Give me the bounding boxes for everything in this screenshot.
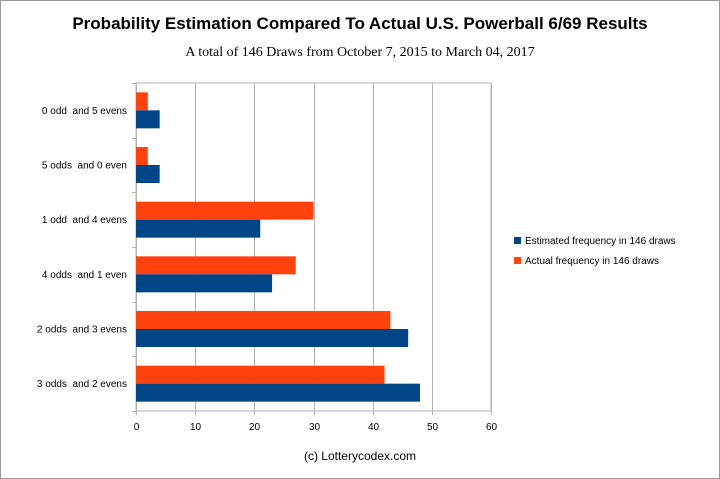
- bar-estimated: [136, 165, 160, 183]
- chart-title: Probability Estimation Compared To Actua…: [72, 14, 648, 33]
- legend-swatch: [514, 257, 521, 264]
- axes: 0 10 20 30 40 50 60 0 odd and 5 evens 5 odds and…: [37, 83, 498, 433]
- legend-swatch: [514, 237, 521, 244]
- y-category-label: 1 odd and 4 evens: [42, 215, 127, 226]
- credit-text: (c) Lotterycodex.com: [303, 449, 417, 463]
- x-tick-label: 40: [368, 422, 380, 433]
- x-tick-label: 50: [427, 422, 439, 433]
- bar-estimated: [136, 329, 409, 347]
- bar-actual: [136, 311, 391, 329]
- bar-estimated: [136, 110, 160, 129]
- x-tick-label: 60: [486, 422, 498, 433]
- y-category-label: 5 odds and 0 even: [42, 161, 127, 172]
- x-tick-label: 10: [190, 422, 202, 433]
- legend-label: Actual frequency in 146 draws: [525, 256, 659, 267]
- gridlines: [135, 82, 492, 412]
- x-tick-label: 30: [309, 422, 321, 433]
- y-category-label: 0 odd and 5 evens: [42, 106, 127, 117]
- legend-label: Estimated frequency in 146 draws: [525, 236, 676, 247]
- chart-subtitle: A total of 146 Draws from October 7, 201…: [185, 45, 535, 60]
- bar-estimated: [136, 383, 420, 402]
- bar-actual: [136, 201, 314, 220]
- y-category-label: 3 odds and 2 evens: [37, 379, 127, 390]
- y-category-label: 4 odds and 1 even: [42, 270, 127, 281]
- bar-actual: [136, 256, 296, 275]
- bar-estimated: [136, 219, 261, 238]
- x-tick-label: 0: [134, 422, 140, 433]
- bar-actual: [136, 147, 148, 165]
- legend: Estimated frequency in 146 draws Actual f…: [514, 236, 676, 267]
- bar-actual: [136, 92, 148, 111]
- y-category-label: 2 odds and 3 evens: [37, 325, 127, 336]
- plot-area: [135, 82, 492, 412]
- bars: [136, 92, 420, 402]
- bar-actual: [136, 365, 385, 384]
- x-tick-label: 20: [249, 422, 261, 433]
- bar-estimated: [136, 274, 273, 293]
